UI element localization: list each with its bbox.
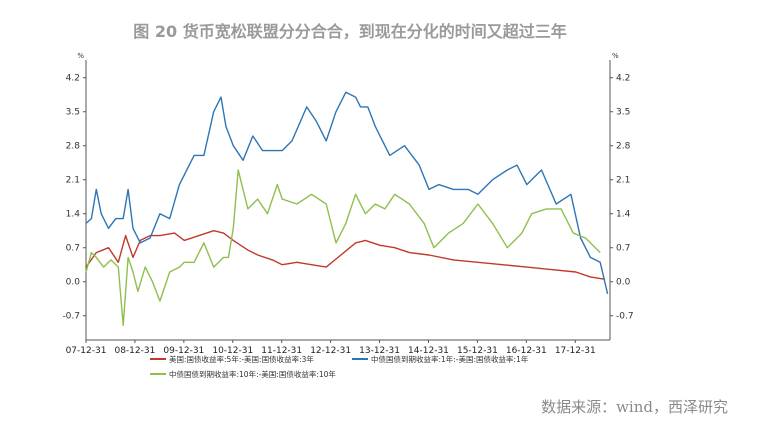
x-tick-label: 13-12-31 — [359, 346, 400, 356]
y-tick-label-right: 4.2 — [616, 74, 630, 84]
x-tick-label: 08-12-31 — [114, 346, 155, 356]
y-tick-label-right: 3.5 — [616, 108, 630, 118]
legend-label-1: 美国:国债收益率:5年:-美国:国债收益率:3年 — [169, 354, 314, 364]
chart-legend: 美国:国债收益率:5年:-美国:国债收益率:3年 中债国债到期收益率:1年:-美国… — [150, 354, 529, 379]
y-tick-label-right: 0.0 — [616, 278, 631, 288]
x-tick-label: 15-12-31 — [457, 346, 498, 356]
y-tick-label-left: 4.2 — [66, 74, 80, 84]
data-source-note: 数据来源：wind，西泽研究 — [541, 398, 728, 416]
y-tick-label-right: -0.7 — [616, 312, 634, 322]
legend-label-2: 中债国债到期收益率:1年:-美国:国债收益率:1年 — [371, 354, 529, 364]
x-tick-label: 10-12-31 — [212, 346, 253, 356]
x-tick-label: 11-12-31 — [261, 346, 302, 356]
y-axis-unit-right: % — [612, 52, 619, 60]
y-tick-label-left: 1.4 — [66, 210, 81, 220]
y-axis-unit-left: % — [77, 52, 84, 60]
x-tick-label: 09-12-31 — [163, 346, 204, 356]
chart-title: 图 20 货币宽松联盟分分合合，到现在分化的时间又超过三年 — [133, 22, 567, 41]
x-tick-label: 16-12-31 — [506, 346, 547, 356]
legend-label-3: 中债国债到期收益率:10年:-美国:国债收益率:10年 — [169, 369, 336, 379]
y-tick-label-left: 2.8 — [66, 142, 81, 152]
y-tick-label-right: 2.8 — [616, 142, 631, 152]
y-tick-label-left: 3.5 — [66, 108, 80, 118]
series-line-1 — [85, 229, 606, 280]
y-tick-label-right: 2.1 — [616, 176, 630, 186]
y-tick-label-left: 2.1 — [66, 176, 80, 186]
y-tick-label-left: 0.0 — [66, 278, 81, 288]
series-line-3 — [85, 169, 601, 327]
y-tick-label-left: 0.7 — [66, 244, 80, 254]
y-tick-label-left: -0.7 — [62, 312, 80, 322]
x-tick-label: 12-12-31 — [310, 346, 351, 356]
x-tick-label: 17-12-31 — [555, 346, 596, 356]
chart-axes: % % 4.2 4.2 3.5 3.5 2.8 2.8 2.1 2.1 1.4 1.4 0.7 0.7 0.… — [62, 52, 633, 356]
series-line-2 — [85, 91, 609, 295]
x-tick-label: 07-12-31 — [66, 346, 107, 356]
x-tick-label: 14-12-31 — [408, 346, 449, 356]
y-tick-label-right: 1.4 — [616, 210, 631, 220]
series-layer — [85, 91, 609, 327]
y-tick-label-right: 0.7 — [616, 244, 630, 254]
